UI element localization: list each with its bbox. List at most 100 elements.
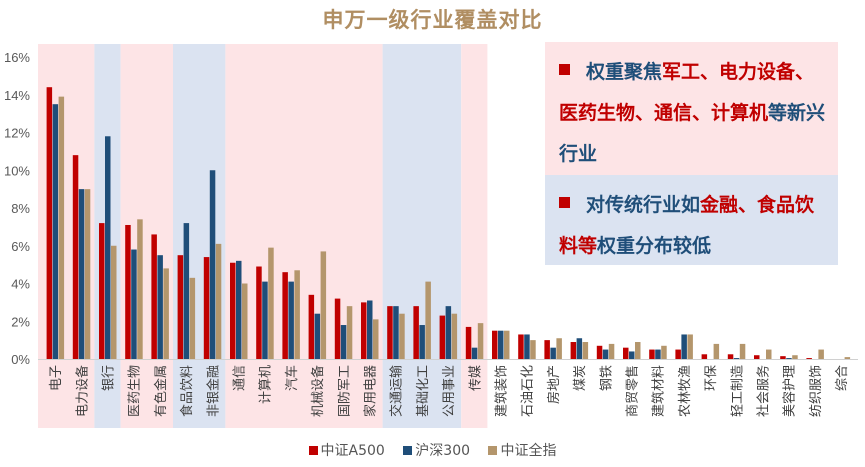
bar: [727, 354, 734, 359]
bar: [361, 302, 367, 359]
bar: [713, 343, 720, 359]
bar: [465, 326, 472, 359]
y-tick-label: 8%: [11, 201, 30, 216]
legend-swatch: [488, 446, 498, 455]
bar: [413, 306, 419, 359]
bar: [681, 334, 687, 359]
x-tick-label: 公用事业: [442, 365, 457, 417]
highlight-band: [225, 44, 383, 428]
bar: [320, 251, 327, 359]
callout-text: 权重分布较低: [597, 235, 712, 257]
bar: [387, 306, 393, 359]
x-tick-label: 建筑材料: [651, 365, 667, 417]
x-tick-label: 基础化工: [416, 365, 431, 417]
x-tick-label: 汽车: [284, 365, 300, 391]
bar: [72, 155, 79, 359]
chart-title: 申万一级行业覆盖对比: [322, 8, 543, 32]
bar: [556, 338, 562, 359]
legend: 中证A500 沪深300 中证全指: [0, 440, 865, 460]
y-tick-label: 0%: [11, 352, 30, 367]
x-tick-label: 美容护理: [782, 365, 798, 417]
y-tick-label: 12%: [4, 126, 30, 141]
x-tick-label: 食品饮料: [179, 365, 195, 417]
bar: [157, 255, 163, 359]
bar: [661, 345, 667, 359]
bar: [163, 268, 169, 359]
bar: [766, 349, 772, 359]
x-tick-label: 计算机: [259, 365, 274, 404]
bar: [314, 313, 321, 359]
bar: [733, 358, 740, 359]
bar: [189, 277, 196, 359]
bar: [393, 306, 399, 359]
bar: [399, 313, 405, 359]
bar: [242, 283, 248, 359]
bar: [582, 342, 589, 359]
bar: [780, 356, 786, 359]
x-tick-label: 国防军工: [336, 365, 352, 417]
bar: [334, 298, 341, 359]
callout-highlight: 军工、电力设备、医药生物、通信、计算机: [559, 61, 815, 124]
bar: [439, 315, 446, 359]
bar: [105, 136, 111, 359]
x-tick-label: 电子: [49, 365, 64, 391]
bar: [504, 330, 510, 359]
x-tick-label: 银行: [102, 365, 117, 391]
bar: [52, 104, 59, 359]
bar: [576, 338, 583, 359]
bar: [131, 249, 137, 359]
callout-highlight: 金融、食品饮料等: [559, 194, 815, 257]
bar: [655, 349, 661, 359]
bar: [236, 260, 242, 359]
bar: [340, 325, 347, 359]
bar: [701, 354, 708, 359]
x-tick-label: 纺织服饰: [809, 365, 824, 417]
bar: [550, 347, 556, 359]
bar: [256, 266, 262, 359]
bar: [544, 340, 550, 359]
x-tick-label: 非银金融: [205, 365, 221, 417]
bar: [230, 262, 236, 359]
y-tick-label: 6%: [11, 239, 30, 254]
x-tick-label: 石油石化: [521, 365, 536, 417]
bar: [346, 306, 353, 359]
bar: [471, 347, 478, 359]
bar: [137, 219, 143, 359]
bar: [530, 340, 536, 359]
callout-text: 权重聚焦: [586, 61, 663, 83]
bar: [608, 343, 615, 359]
bar: [602, 349, 609, 359]
bar: [425, 281, 431, 359]
bar: [373, 319, 379, 359]
bar: [262, 281, 268, 359]
y-tick-label: 2%: [11, 314, 30, 329]
callout-box: 权重聚焦军工、电力设备、医药生物、通信、计算机等新兴行业 对传统行业如金融、食品…: [545, 42, 838, 265]
x-tick-label: 交通运输: [389, 365, 405, 417]
bar: [687, 334, 693, 359]
x-tick-label: 钢铁: [599, 365, 614, 391]
bar: [419, 325, 425, 359]
bar: [675, 349, 681, 359]
x-tick-label: 轻工制造: [730, 365, 745, 417]
bar: [367, 300, 373, 359]
x-tick-label: 农林牧渔: [678, 365, 693, 417]
bar: [518, 334, 524, 359]
bar: [786, 358, 792, 359]
bar: [451, 313, 458, 359]
x-tick-label: 电力设备: [74, 365, 90, 417]
x-tick-label: 有色金属: [153, 365, 169, 417]
bar: [792, 355, 798, 359]
x-tick-label: 建筑装饰: [494, 365, 510, 417]
bar: [183, 223, 190, 359]
x-tick-label: 机械设备: [310, 365, 326, 417]
y-tick-label: 16%: [4, 50, 30, 65]
highlight-band: [382, 44, 462, 428]
x-tick-label: 医药生物: [128, 365, 143, 417]
x-tick-label: 环保: [704, 365, 719, 391]
highlight-band: [461, 44, 488, 428]
bar: [308, 294, 315, 359]
bar: [629, 351, 635, 359]
bar: [445, 306, 452, 359]
bar: [477, 323, 484, 359]
legend-label: 中证A500: [320, 443, 385, 459]
